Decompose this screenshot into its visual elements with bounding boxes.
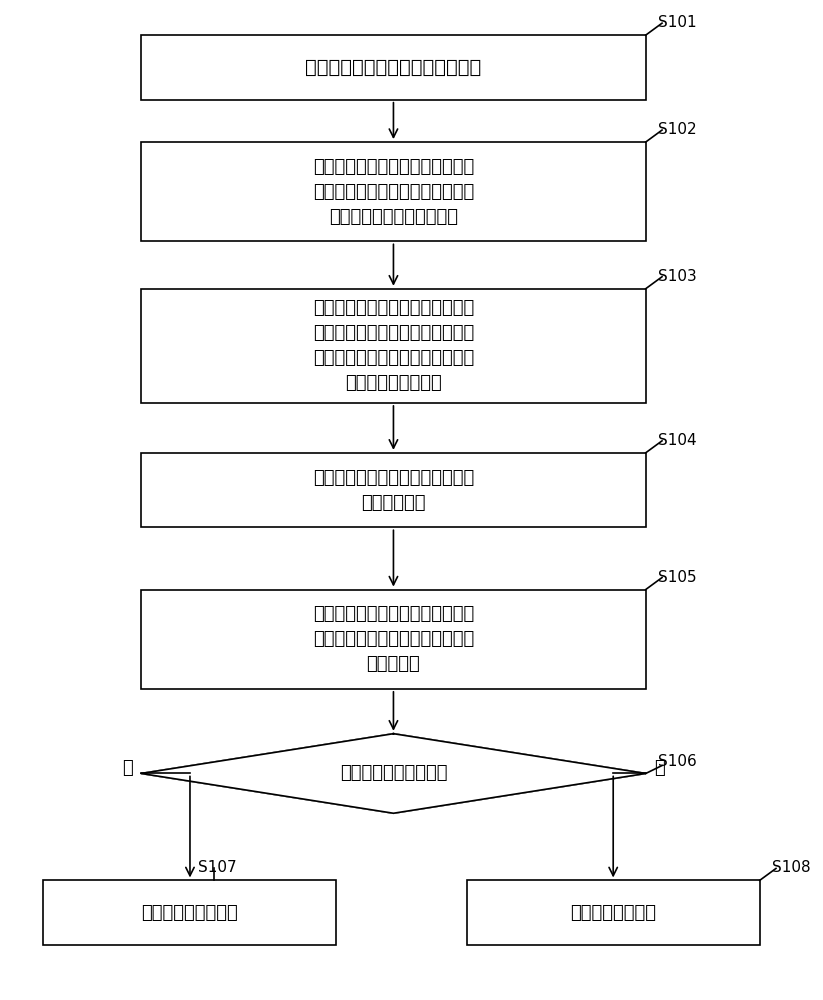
Text: 电源测试项目是否通过: 电源测试项目是否通过	[340, 764, 447, 782]
Text: S106: S106	[658, 754, 697, 768]
Text: 否: 否	[654, 760, 665, 778]
FancyBboxPatch shape	[141, 453, 646, 527]
FancyBboxPatch shape	[44, 880, 337, 945]
Text: S101: S101	[658, 15, 696, 30]
Text: S104: S104	[658, 433, 696, 448]
Text: 生成并保存测试报表: 生成并保存测试报表	[142, 904, 239, 922]
FancyBboxPatch shape	[141, 142, 646, 241]
FancyBboxPatch shape	[141, 589, 646, 689]
FancyBboxPatch shape	[141, 35, 646, 100]
Text: 是: 是	[123, 760, 133, 778]
Text: S102: S102	[658, 122, 696, 137]
Text: 停止检测，并报警: 停止检测，并报警	[570, 904, 656, 922]
Text: S108: S108	[772, 860, 811, 875]
Text: S107: S107	[198, 860, 237, 875]
Text: 将所述电源测试辅助设备反馈的测
试结果参数与所述电源测试标准参
数进行比对: 将所述电源测试辅助设备反馈的测 试结果参数与所述电源测试标准参 数进行比对	[313, 605, 474, 673]
Text: 接收所述电源测试辅助设备反馈的
测试结果参数: 接收所述电源测试辅助设备反馈的 测试结果参数	[313, 469, 474, 512]
Polygon shape	[141, 734, 646, 813]
Text: S103: S103	[658, 269, 697, 284]
Text: 向所述电源测试辅助设备发送电源
测试初始化指令，控制所述电源测
试辅助设备进行设备初始化: 向所述电源测试辅助设备发送电源 测试初始化指令，控制所述电源测 试辅助设备进行设…	[313, 158, 474, 226]
FancyBboxPatch shape	[141, 289, 646, 403]
Text: 向电源测试辅助设备发送对所述电
源测试项目进行测试的指令，控制
所述电源测试辅助设备对待测电源
的各项参数进行测试: 向电源测试辅助设备发送对所述电 源测试项目进行测试的指令，控制 所述电源测试辅助…	[313, 299, 474, 392]
Text: 读取预先配置的电源测试流程信息: 读取预先配置的电源测试流程信息	[305, 58, 481, 77]
FancyBboxPatch shape	[467, 880, 760, 945]
Text: S105: S105	[658, 570, 696, 585]
